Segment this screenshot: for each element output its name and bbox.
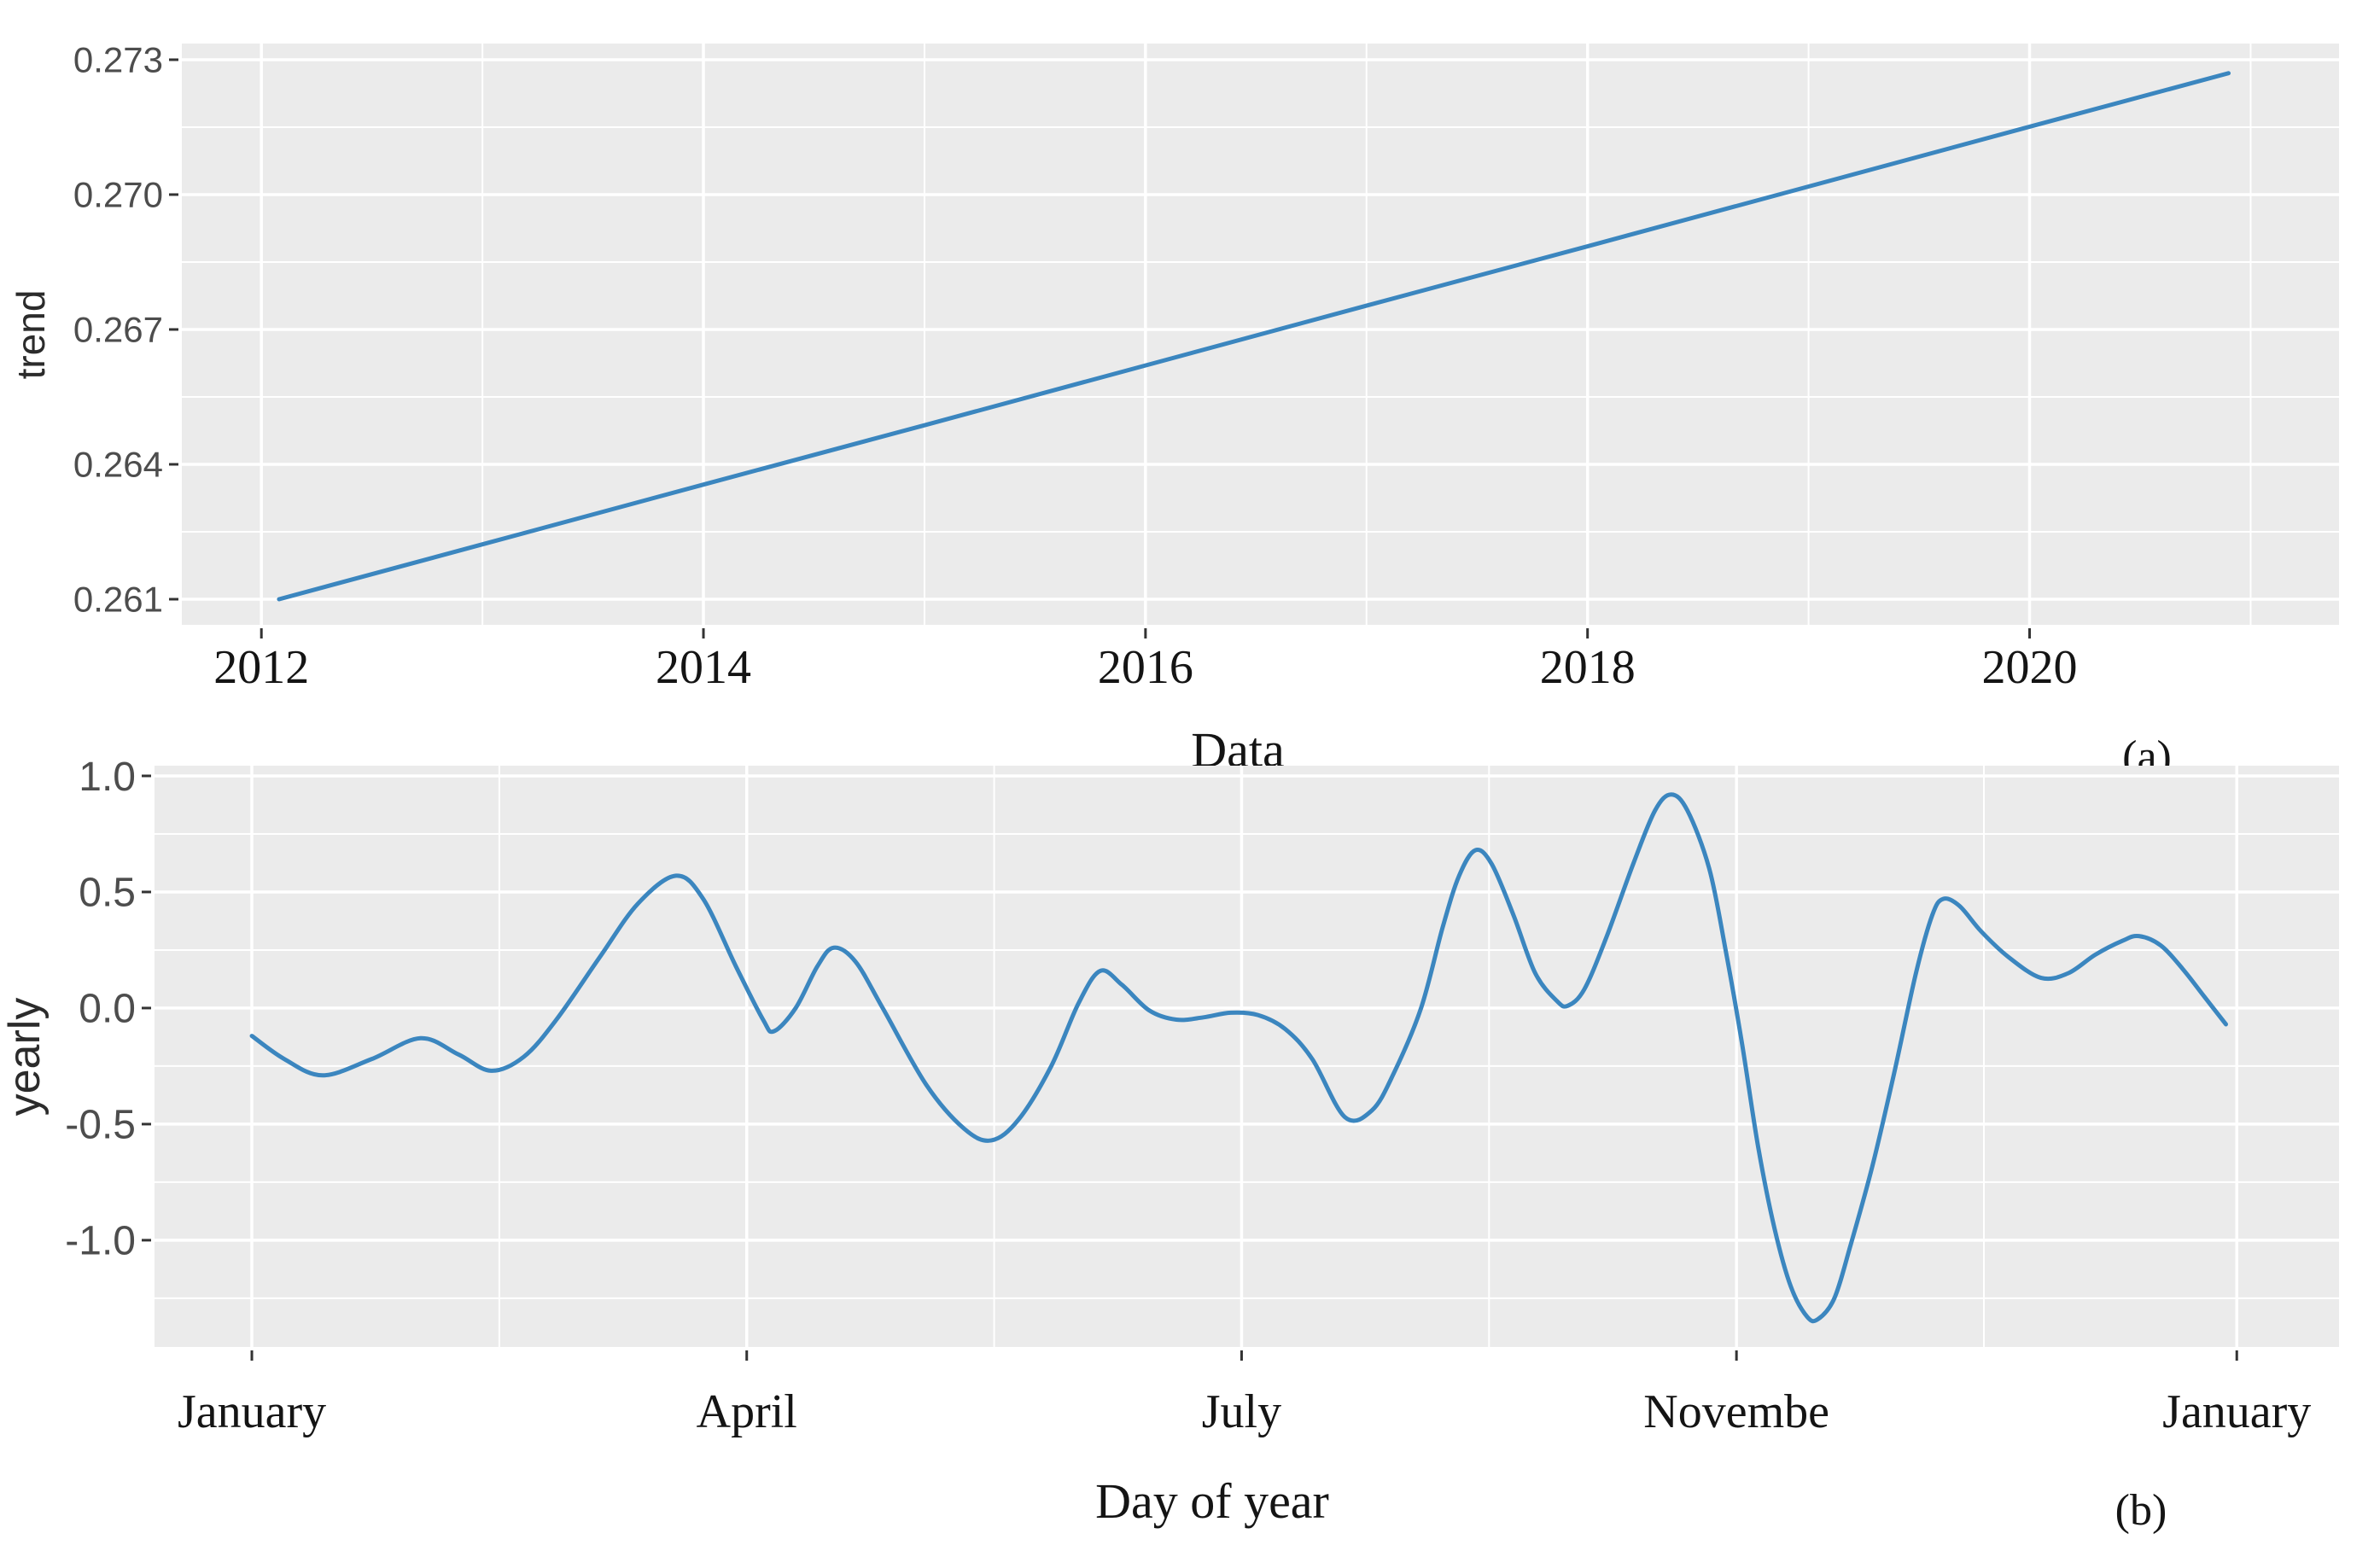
y-tick-label: 0.273 — [73, 40, 163, 80]
tick-marks-b — [142, 774, 2238, 1361]
chart-yearly: -1.0 -0.5 0.0 0.5 1.0 January April July Novembe… — [0, 755, 2339, 1535]
x-tick-label: April — [697, 1385, 797, 1438]
x-tick-label: 2016 — [1098, 641, 1193, 694]
y-tick-label: 1.0 — [79, 755, 136, 800]
tick-marks-a — [169, 58, 2032, 638]
trend-line-series — [277, 71, 2231, 602]
yearly-line-series — [249, 792, 2228, 1324]
gridlines-b — [155, 766, 2339, 1347]
chart-trend: 0.261 0.264 0.267 0.270 0.273 2012 2014 2016 201… — [9, 40, 2339, 781]
y-tick-label: 0.270 — [73, 175, 163, 215]
x-tick-label: January — [2162, 1385, 2311, 1438]
x-tick-label: July — [1202, 1385, 1281, 1438]
gridlines-a — [182, 44, 2339, 625]
x-tick-label: 2018 — [1540, 641, 1636, 694]
tick-labels-b: -1.0 -0.5 0.0 0.5 1.0 January April July Novembe… — [65, 755, 2311, 1438]
y-tick-label: 0.5 — [79, 871, 136, 916]
y-axis-title-yearly: yearly — [0, 998, 50, 1117]
plot-panel-b — [155, 766, 2339, 1347]
y-tick-label: 0.264 — [73, 445, 163, 485]
y-tick-label: 0.261 — [73, 580, 163, 620]
y-axis-title-trend: trend — [9, 290, 53, 380]
x-axis-title-day-of-year: Day of year — [1095, 1473, 1329, 1529]
x-tick-label: Novembe — [1643, 1385, 1829, 1438]
x-tick-label: 2012 — [213, 641, 309, 694]
tick-labels-a: 0.261 0.264 0.267 0.270 0.273 2012 2014 2016 201… — [73, 40, 2078, 694]
trend-line — [277, 71, 2231, 602]
y-tick-label: 0.0 — [79, 987, 136, 1032]
panel-tag-b: (b) — [2115, 1486, 2167, 1535]
y-tick-label: -0.5 — [65, 1103, 136, 1148]
yearly-line — [249, 792, 2228, 1324]
x-tick-label: 2014 — [656, 641, 751, 694]
x-tick-label: January — [178, 1385, 326, 1438]
y-tick-label: 0.267 — [73, 310, 163, 350]
x-tick-label: 2020 — [1982, 641, 2078, 694]
y-tick-label: -1.0 — [65, 1219, 136, 1264]
